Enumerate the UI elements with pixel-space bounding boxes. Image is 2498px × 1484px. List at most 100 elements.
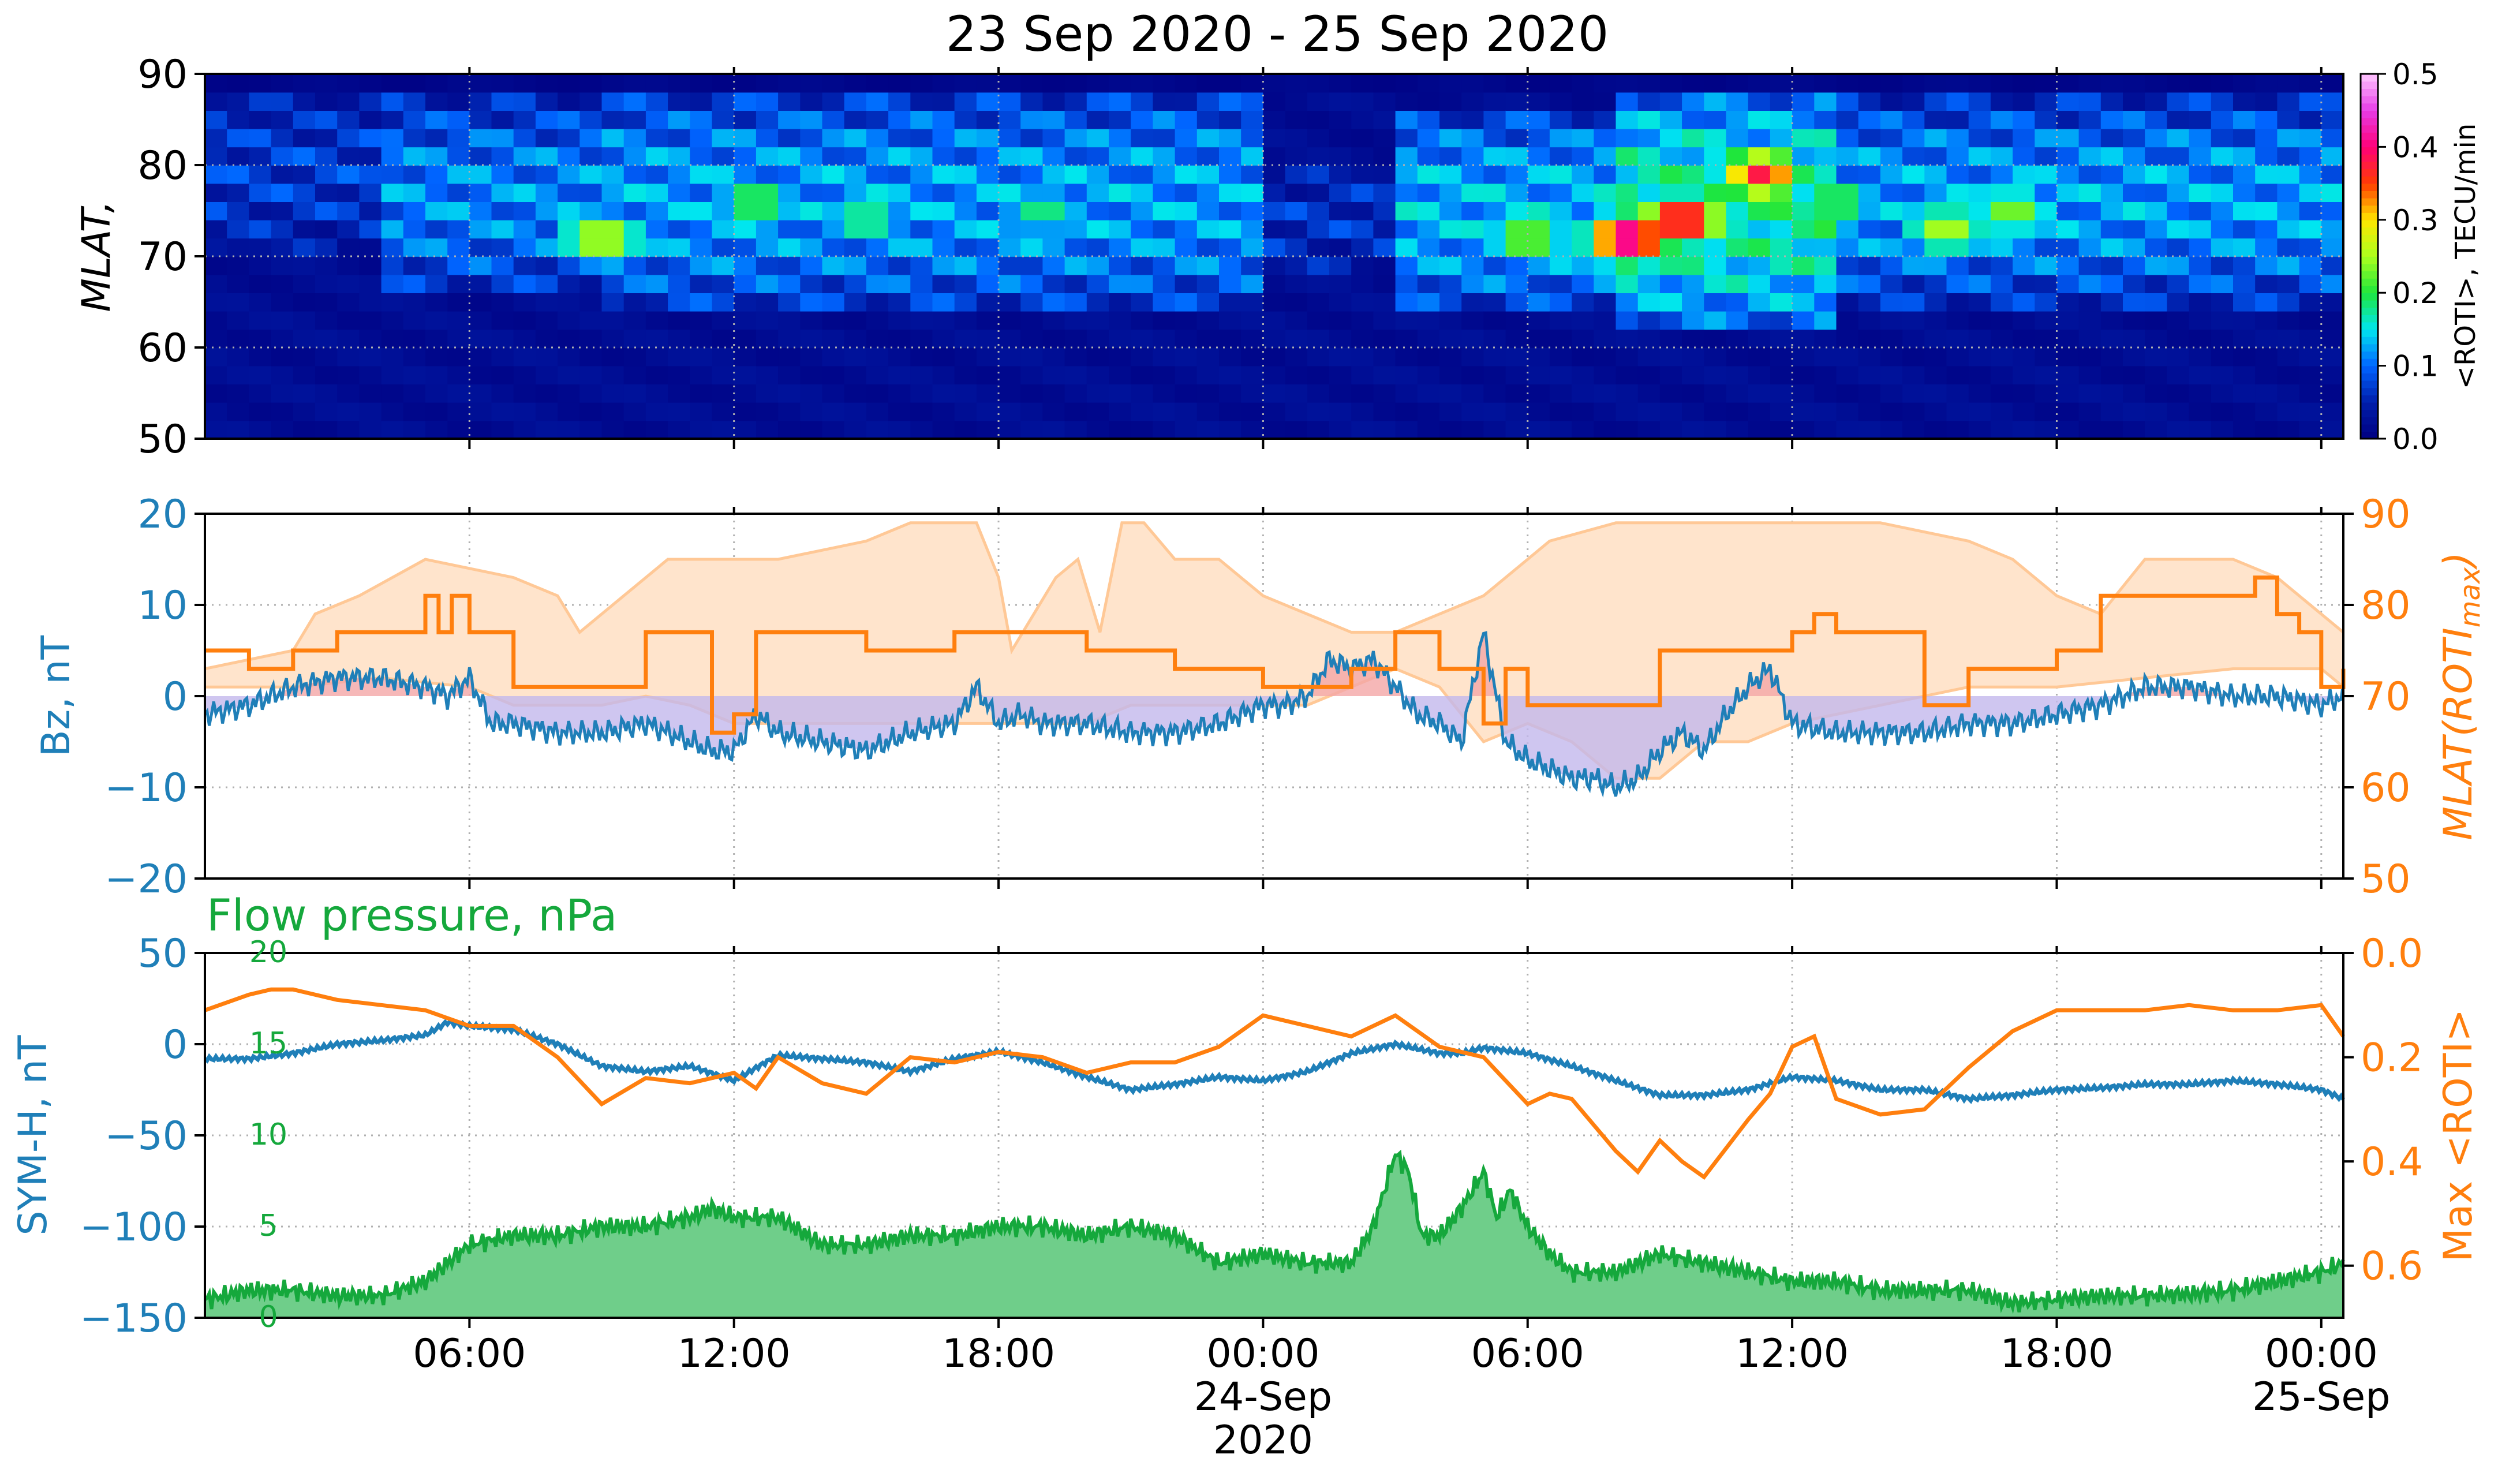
heatmap-cell bbox=[1880, 347, 1903, 367]
heatmap-cell bbox=[447, 147, 470, 166]
heatmap-cell bbox=[910, 238, 933, 257]
heatmap-cell bbox=[2123, 165, 2145, 184]
heatmap-cell bbox=[579, 311, 603, 330]
heatmap-cell bbox=[1880, 329, 1903, 348]
heatmap-cell bbox=[1263, 201, 1286, 220]
heatmap-cell bbox=[601, 110, 624, 129]
heatmap-cell bbox=[491, 347, 514, 367]
heatmap-cell bbox=[1726, 256, 1749, 275]
heatmap-cell bbox=[535, 147, 558, 166]
heatmap-cell bbox=[844, 402, 867, 421]
pressure-line bbox=[204, 1149, 2345, 1314]
heatmap-cell bbox=[712, 311, 735, 330]
heatmap-cell bbox=[1461, 347, 1484, 367]
colorbar-swatch bbox=[2361, 241, 2378, 250]
heatmap-cell bbox=[822, 274, 845, 293]
colorbar-swatch bbox=[2361, 315, 2378, 323]
heatmap-cell bbox=[1483, 219, 1506, 239]
heatmap-cell bbox=[1549, 347, 1572, 367]
heatmap-cell bbox=[822, 256, 845, 275]
heatmap-cell bbox=[1064, 165, 1087, 184]
heatmap-cell bbox=[932, 183, 955, 202]
heatmap-cell bbox=[1858, 365, 1881, 384]
heatmap-cell bbox=[1086, 92, 1109, 111]
heatmap-cell bbox=[999, 201, 1022, 220]
heatmap-cell bbox=[315, 201, 338, 220]
heatmap-cell bbox=[2035, 165, 2058, 184]
pressure-y-tick-label: 10 bbox=[249, 1117, 287, 1152]
heatmap-cell bbox=[1020, 329, 1044, 348]
heatmap-cell bbox=[2078, 201, 2101, 220]
heatmap-cell bbox=[2100, 420, 2123, 439]
heatmap-cell bbox=[1064, 402, 1087, 421]
heatmap-cell bbox=[1109, 256, 1131, 275]
heatmap-cell bbox=[2035, 201, 2058, 220]
heatmap-cell bbox=[999, 420, 1022, 439]
heatmap-cell bbox=[1395, 274, 1418, 293]
heatmap-cell bbox=[1924, 365, 1947, 384]
heatmap-cell bbox=[1417, 293, 1440, 312]
heatmap-cell bbox=[1329, 311, 1352, 330]
heatmap-cell bbox=[249, 274, 272, 293]
heatmap-cell bbox=[1659, 365, 1682, 384]
heatmap-cell bbox=[866, 92, 889, 111]
heatmap-cell bbox=[1285, 74, 1308, 93]
heatmap-cell bbox=[1616, 165, 1639, 184]
colorbar-swatch bbox=[2361, 147, 2378, 155]
heatmap-cell bbox=[1373, 274, 1396, 293]
heatmap-cell bbox=[910, 274, 933, 293]
heatmap-x-ticks bbox=[468, 67, 2323, 449]
heatmap-cells bbox=[205, 74, 2344, 439]
heatmap-cell bbox=[2277, 274, 2300, 293]
heatmap-cell bbox=[1704, 256, 1727, 275]
heatmap-cell bbox=[1726, 219, 1749, 239]
heatmap-cell bbox=[910, 256, 933, 275]
heatmap-cell bbox=[2035, 183, 2058, 202]
bz-y-tick-label: 0 bbox=[163, 674, 188, 720]
heatmap-cell bbox=[2167, 147, 2190, 166]
heatmap-cell bbox=[1086, 274, 1109, 293]
heatmap-cell bbox=[1968, 165, 1991, 184]
heatmap-cell bbox=[447, 219, 470, 239]
heatmap-cell bbox=[1858, 311, 1881, 330]
heatmap-cell bbox=[2189, 293, 2212, 312]
heatmap-cell bbox=[469, 420, 492, 439]
heatmap-cell bbox=[822, 74, 845, 93]
heatmap-cell bbox=[1726, 74, 1749, 93]
heatmap-cell bbox=[469, 384, 492, 403]
heatmap-cell bbox=[1329, 92, 1352, 111]
heatmap-cell bbox=[1659, 238, 1682, 257]
heatmap-cell bbox=[999, 347, 1022, 367]
heatmap-cell bbox=[1770, 256, 1793, 275]
heatmap-cell bbox=[2255, 219, 2278, 239]
heatmap-cell bbox=[1131, 311, 1154, 330]
heatmap-cell bbox=[734, 128, 757, 148]
heatmap-cell bbox=[976, 201, 999, 220]
heatmap-cell bbox=[1880, 293, 1903, 312]
colorbar-swatch bbox=[2361, 256, 2378, 264]
heatmap-cell bbox=[623, 329, 646, 348]
heatmap-cell bbox=[645, 74, 668, 93]
heatmap-cell bbox=[447, 365, 470, 384]
heatmap-cell bbox=[1285, 165, 1308, 184]
heatmap-cell bbox=[1549, 384, 1572, 403]
heatmap-cell bbox=[1439, 293, 1462, 312]
heatmap-cell bbox=[910, 183, 933, 202]
heatmap-cell bbox=[1285, 219, 1308, 239]
heatmap-cell bbox=[645, 384, 668, 403]
heatmap-cell bbox=[1572, 311, 1595, 330]
colorbar-swatch bbox=[2361, 161, 2378, 170]
heatmap-cell bbox=[579, 274, 603, 293]
heatmap-cell bbox=[888, 219, 911, 239]
heatmap-cell bbox=[1616, 347, 1639, 367]
heatmap-cell bbox=[1527, 201, 1550, 220]
heatmap-cell bbox=[1351, 274, 1374, 293]
heatmap-cell bbox=[469, 219, 492, 239]
heatmap-cell bbox=[1704, 183, 1727, 202]
heatmap-cell bbox=[2056, 238, 2080, 257]
heatmap-cell bbox=[1858, 256, 1881, 275]
colorbar-swatch bbox=[2361, 343, 2378, 352]
heatmap-cell bbox=[337, 420, 360, 439]
heatmap-cell bbox=[601, 420, 624, 439]
